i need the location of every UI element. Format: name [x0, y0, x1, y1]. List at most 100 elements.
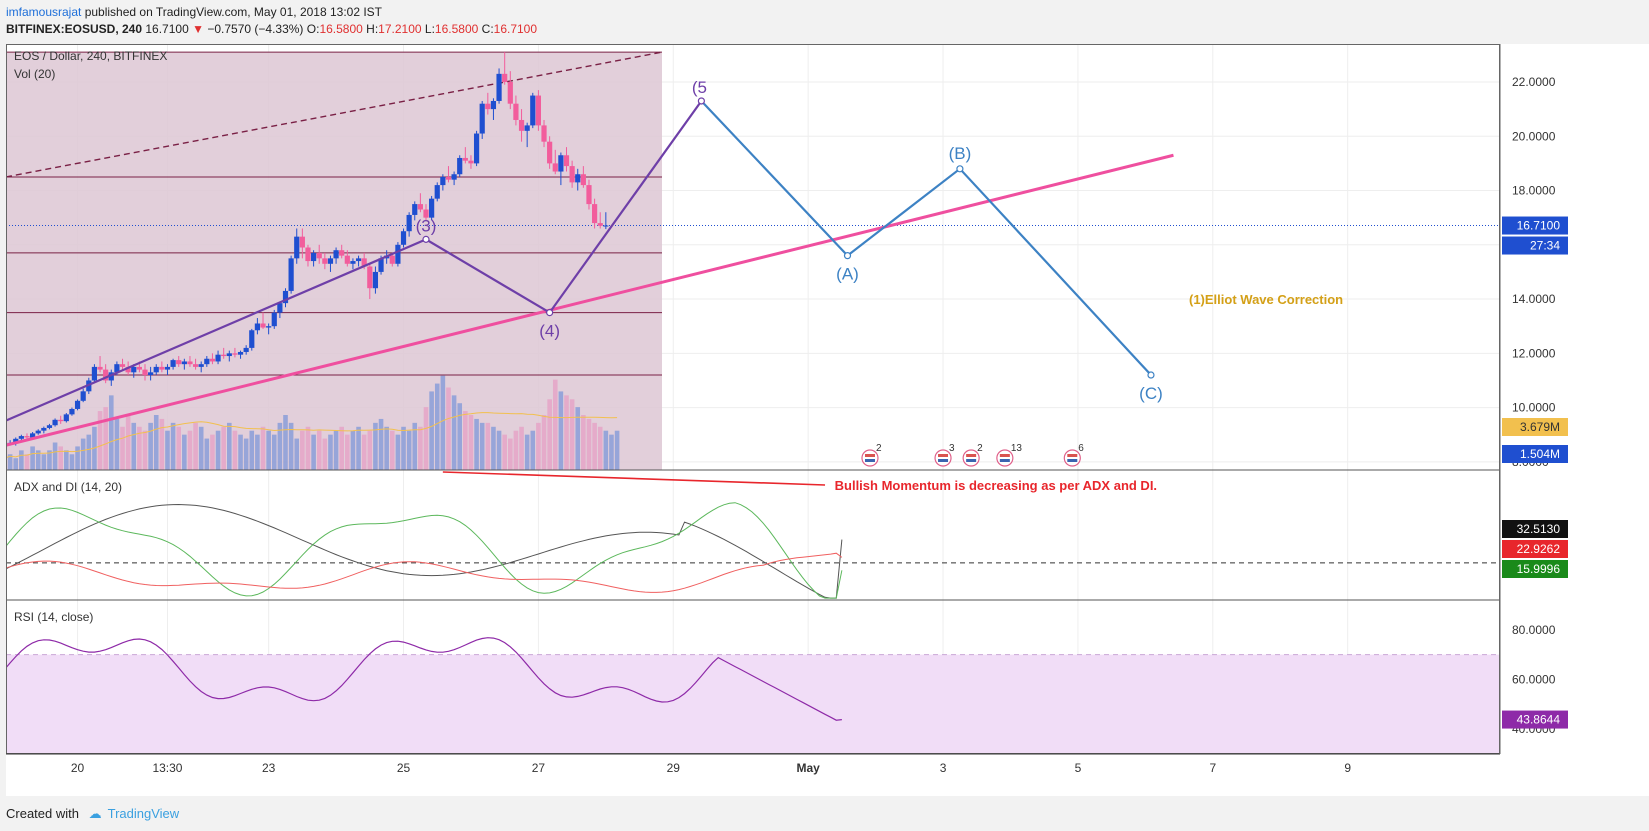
price-tick-label: 22.0000 — [1512, 75, 1556, 89]
candle-body — [131, 366, 137, 373]
time-tick-label: May — [796, 761, 820, 775]
flag-stripe — [999, 459, 1010, 462]
candle-body — [35, 430, 41, 434]
time-tick-label: 3 — [940, 761, 947, 775]
volume-bar — [255, 434, 260, 470]
tradingview-link[interactable]: TradingView — [107, 806, 180, 821]
candle-body — [558, 155, 564, 172]
volume-bar — [215, 430, 221, 470]
volume-bar — [581, 415, 586, 470]
upper-channel-line — [6, 51, 663, 178]
support-trendline[interactable] — [6, 153, 1174, 447]
volume-bar — [86, 434, 92, 470]
candle-body — [518, 119, 525, 131]
volume-bar — [384, 426, 389, 470]
wave-point — [697, 97, 705, 105]
event-markers[interactable]: 2 3 2 13 6 — [861, 443, 1084, 467]
price-tick-label: 18.0000 — [1512, 184, 1556, 198]
flag-stripe — [999, 454, 1010, 457]
wave-points — [422, 97, 1155, 379]
candle-body — [524, 125, 530, 131]
author-link[interactable]: imfamousrajat — [6, 5, 82, 19]
flag-stripe — [966, 459, 977, 462]
candle-body — [563, 155, 570, 167]
flag-stripe — [966, 454, 977, 457]
badge-bg — [1502, 520, 1568, 538]
candle-body — [473, 133, 480, 164]
volume-bar — [243, 438, 249, 470]
volume-bar — [373, 422, 378, 470]
candle-body — [164, 366, 171, 370]
volume-bar — [52, 442, 58, 470]
candle-body — [181, 361, 187, 365]
open-label: O: — [306, 22, 320, 36]
volume-bar — [474, 418, 479, 470]
candle-body — [294, 236, 300, 259]
volume-bar — [108, 395, 114, 470]
volume-bar — [260, 426, 266, 470]
adx-annotation: Bullish Momentum is decreasing as per AD… — [835, 478, 1157, 493]
candle-body — [159, 366, 165, 370]
time-axis[interactable]: 20 13:30 23 25 27 29 May 3 5 7 9 — [71, 761, 1351, 775]
volume-bar — [103, 407, 108, 470]
event-count: 3 — [949, 443, 955, 454]
candle-body — [260, 323, 266, 328]
fib-zone — [6, 52, 662, 470]
elliott-impulse-wave[interactable] — [6, 100, 703, 422]
volume-bar — [41, 454, 47, 470]
volume-bar — [69, 454, 75, 470]
candle-body — [395, 244, 401, 264]
candle-body — [327, 258, 334, 264]
candle-body — [41, 427, 47, 431]
volume-bar — [401, 426, 406, 470]
badge-bg — [1502, 445, 1568, 463]
chart-canvas[interactable]: (3) (4) (5 (A) (B) (C) (1)Elliot Wave Co… — [6, 44, 1649, 796]
volume-bar — [35, 450, 41, 470]
candle-body — [24, 436, 30, 438]
abc-correction-wave[interactable] — [700, 100, 1152, 376]
volume-bar — [536, 422, 541, 470]
candle-body — [372, 271, 379, 289]
candle-body — [361, 258, 367, 267]
volume-bar — [311, 434, 316, 470]
wave-point — [843, 252, 852, 260]
volume-bar — [165, 430, 170, 470]
wave-label-a: (A) — [836, 265, 859, 284]
candle-body — [344, 255, 350, 264]
candle-body — [136, 366, 142, 370]
candle-body — [412, 204, 418, 215]
chart-frame[interactable]: (3) (4) (5 (A) (B) (C) (1)Elliot Wave Co… — [6, 44, 1649, 796]
last-price: 16.7100 — [145, 22, 189, 36]
badge-text: 3.679M — [1520, 420, 1560, 434]
volume-bar — [19, 450, 24, 470]
candle-body — [597, 223, 603, 226]
time-tick-label: 27 — [532, 761, 546, 775]
badge-bg — [1502, 710, 1568, 729]
volume-bar — [361, 434, 367, 470]
price-change: −0.7570 (−4.33%) — [207, 22, 304, 36]
badge-text: 27:34 — [1530, 239, 1560, 253]
candle-body — [187, 361, 193, 365]
volume-bar — [345, 434, 350, 470]
volume-bar — [322, 438, 328, 470]
time-tick-label: 20 — [71, 761, 85, 775]
candle-body — [586, 185, 592, 205]
time-tick-label: 29 — [667, 761, 681, 775]
volume-bar — [294, 438, 300, 470]
candle-body — [322, 258, 328, 264]
volume-bar — [519, 426, 524, 470]
price-tick-label: 12.0000 — [1512, 346, 1556, 360]
flag-stripe — [1067, 454, 1078, 457]
wave-point — [956, 165, 964, 173]
time-tick-label: 13:30 — [152, 761, 182, 775]
volume-bar — [283, 415, 288, 470]
adx-annotation-line — [442, 471, 826, 486]
volume-bar — [491, 426, 496, 470]
volume-bar — [614, 430, 620, 470]
event-marker: 2 — [962, 443, 983, 467]
candle-body — [271, 312, 277, 327]
countdown-badge: 27:34 — [1502, 236, 1568, 255]
created-with-label: Created with — [6, 806, 79, 821]
candle-body — [114, 364, 120, 373]
wave-point — [546, 309, 554, 317]
